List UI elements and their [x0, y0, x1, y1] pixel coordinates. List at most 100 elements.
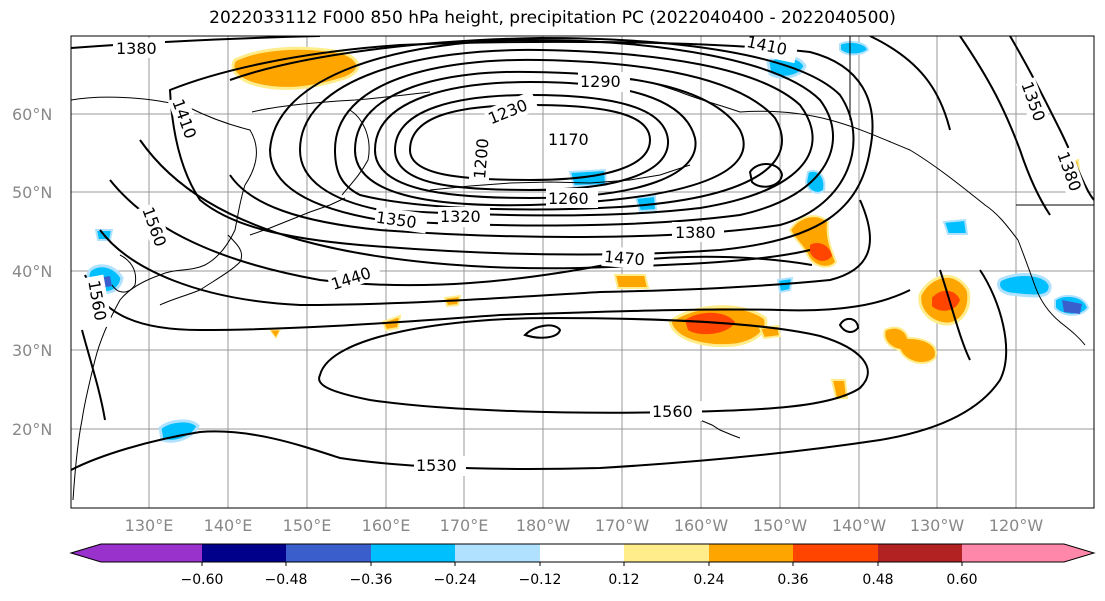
longitude-label: 170°E	[440, 516, 489, 535]
precip-negative-area	[158, 419, 200, 443]
colorbar-segment	[878, 544, 962, 562]
longitude-label: 160°E	[362, 516, 411, 535]
coastline-north-america	[1017, 239, 1086, 346]
contour-1380-main	[229, 36, 855, 238]
contour-1410	[168, 40, 874, 256]
colorbar-tick-label: −0.36	[350, 572, 393, 588]
longitude-label: 130°W	[910, 516, 965, 535]
contour-small-loop	[748, 163, 784, 188]
coastline-japan	[159, 234, 243, 306]
contour-label: 1560	[652, 402, 693, 421]
latitude-label: 50°N	[12, 183, 52, 202]
coastline-aleutians	[429, 164, 691, 191]
height-contours	[71, 36, 1094, 471]
contour-1200	[393, 93, 670, 192]
contour-label: 1530	[416, 456, 457, 475]
precip-negative-area	[996, 273, 1052, 298]
contour-1230	[373, 80, 697, 200]
map-title: 2022033112 F000 850 hPa height, precipit…	[209, 8, 896, 28]
contour-label: 1380	[116, 39, 157, 58]
longitude-label: 140°W	[832, 516, 887, 535]
coastline-alaska-south	[739, 110, 1019, 241]
contour-1470	[109, 179, 813, 287]
contour-1380-east	[959, 36, 1051, 216]
map-frame	[70, 35, 1095, 509]
colorbar-segment	[286, 544, 371, 562]
precip-negative-area	[942, 218, 969, 235]
precip-negative-area	[1062, 300, 1082, 314]
longitude-label: 180°W	[516, 516, 571, 535]
contour-1530	[71, 269, 1008, 471]
colorbar-tick-label: 0.36	[777, 572, 808, 588]
longitude-label: 150°E	[283, 516, 332, 535]
precip-positive-area	[269, 329, 281, 339]
longitude-label: 150°W	[753, 516, 808, 535]
precip-positive-area	[883, 326, 937, 365]
contour-label: 1290	[580, 72, 621, 91]
coastline-hawaii	[699, 419, 741, 439]
contour-1410-east	[869, 36, 951, 131]
contour-1590	[81, 329, 106, 421]
colorbar-tick-label: −0.24	[434, 572, 477, 588]
colorbar-segments	[69, 543, 1096, 563]
contour-label: 1380	[675, 223, 716, 242]
colorbar-segment	[540, 544, 624, 562]
colorbar-segment	[371, 544, 455, 562]
coastline-siberia	[251, 91, 431, 113]
latitude-label: 20°N	[12, 420, 52, 439]
colorbar-ticks	[201, 562, 963, 566]
precip-strong-area	[810, 243, 832, 261]
colorbar-segment	[455, 544, 540, 562]
precip-strong-area	[685, 312, 735, 335]
coastline-kamchatka	[341, 109, 370, 196]
coastlines	[71, 36, 1094, 501]
colorbar-tick-label: −0.60	[181, 572, 224, 588]
colorbar-segment	[624, 544, 709, 562]
longitude-label: 120°W	[989, 516, 1044, 535]
colorbar-tick-label: 0.12	[608, 572, 639, 588]
contour-label: 1260	[548, 189, 589, 208]
contour-1440	[139, 139, 811, 270]
colorbar-segment	[71, 544, 202, 562]
longitude-label: 170°W	[595, 516, 650, 535]
colorbar: −0.60 −0.48 −0.36 −0.24 −0.12 0.12 0.24 …	[69, 543, 1096, 588]
colorbar-tick-label: −0.48	[265, 572, 308, 588]
longitude-label: 160°W	[674, 516, 729, 535]
contour-1560-high	[318, 316, 869, 414]
colorbar-tick-label: −0.12	[519, 572, 562, 588]
colorbar-segment	[202, 544, 286, 562]
contour-1560-small	[523, 324, 562, 339]
precip-negative-area	[804, 170, 826, 194]
colorbar-segment	[793, 544, 878, 562]
coastline-asia	[71, 96, 257, 501]
contour-1500	[99, 199, 871, 307]
precip-positive-area	[830, 379, 849, 399]
colorbar-segment	[962, 544, 1094, 562]
contour-1260	[353, 70, 745, 207]
precip-strong-area	[932, 290, 960, 311]
longitude-label: 130°E	[125, 516, 174, 535]
precip-negative-area	[839, 41, 870, 56]
contour-label: 1470	[603, 247, 645, 269]
contour-1290	[333, 58, 783, 211]
precip-positive-area	[613, 274, 650, 289]
colorbar-tick-label: 0.60	[946, 572, 977, 588]
contour-1560-east	[939, 269, 971, 361]
contour-1560	[84, 274, 911, 332]
latitude-label: 30°N	[12, 341, 52, 360]
latitude-label: 40°N	[12, 262, 52, 281]
precip-negative-area	[634, 194, 658, 213]
precip-negative-area	[776, 276, 794, 294]
colorbar-segment	[709, 544, 793, 562]
contour-1350-east	[1009, 36, 1094, 201]
colorbar-tick-label: 0.48	[862, 572, 893, 588]
longitude-label: 140°E	[204, 516, 253, 535]
contour-label: 1170	[548, 130, 589, 149]
contour-label: 1320	[440, 207, 481, 226]
contour-1380	[71, 36, 321, 49]
colorbar-outline	[69, 543, 1096, 563]
contour-label: 1200	[470, 138, 492, 180]
contour-1560-small2	[838, 317, 860, 333]
latitude-label: 60°N	[12, 105, 52, 124]
